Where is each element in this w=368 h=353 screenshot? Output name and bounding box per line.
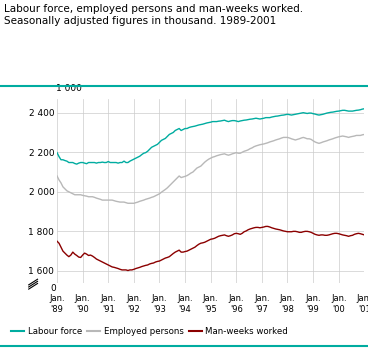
Legend: Labour force, Employed persons, Man-weeks worked: Labour force, Employed persons, Man-week…: [8, 324, 291, 340]
Text: 1 000: 1 000: [56, 84, 81, 93]
Text: Labour force, employed persons and man-weeks worked.
Seasonally adjusted figures: Labour force, employed persons and man-w…: [4, 4, 303, 26]
